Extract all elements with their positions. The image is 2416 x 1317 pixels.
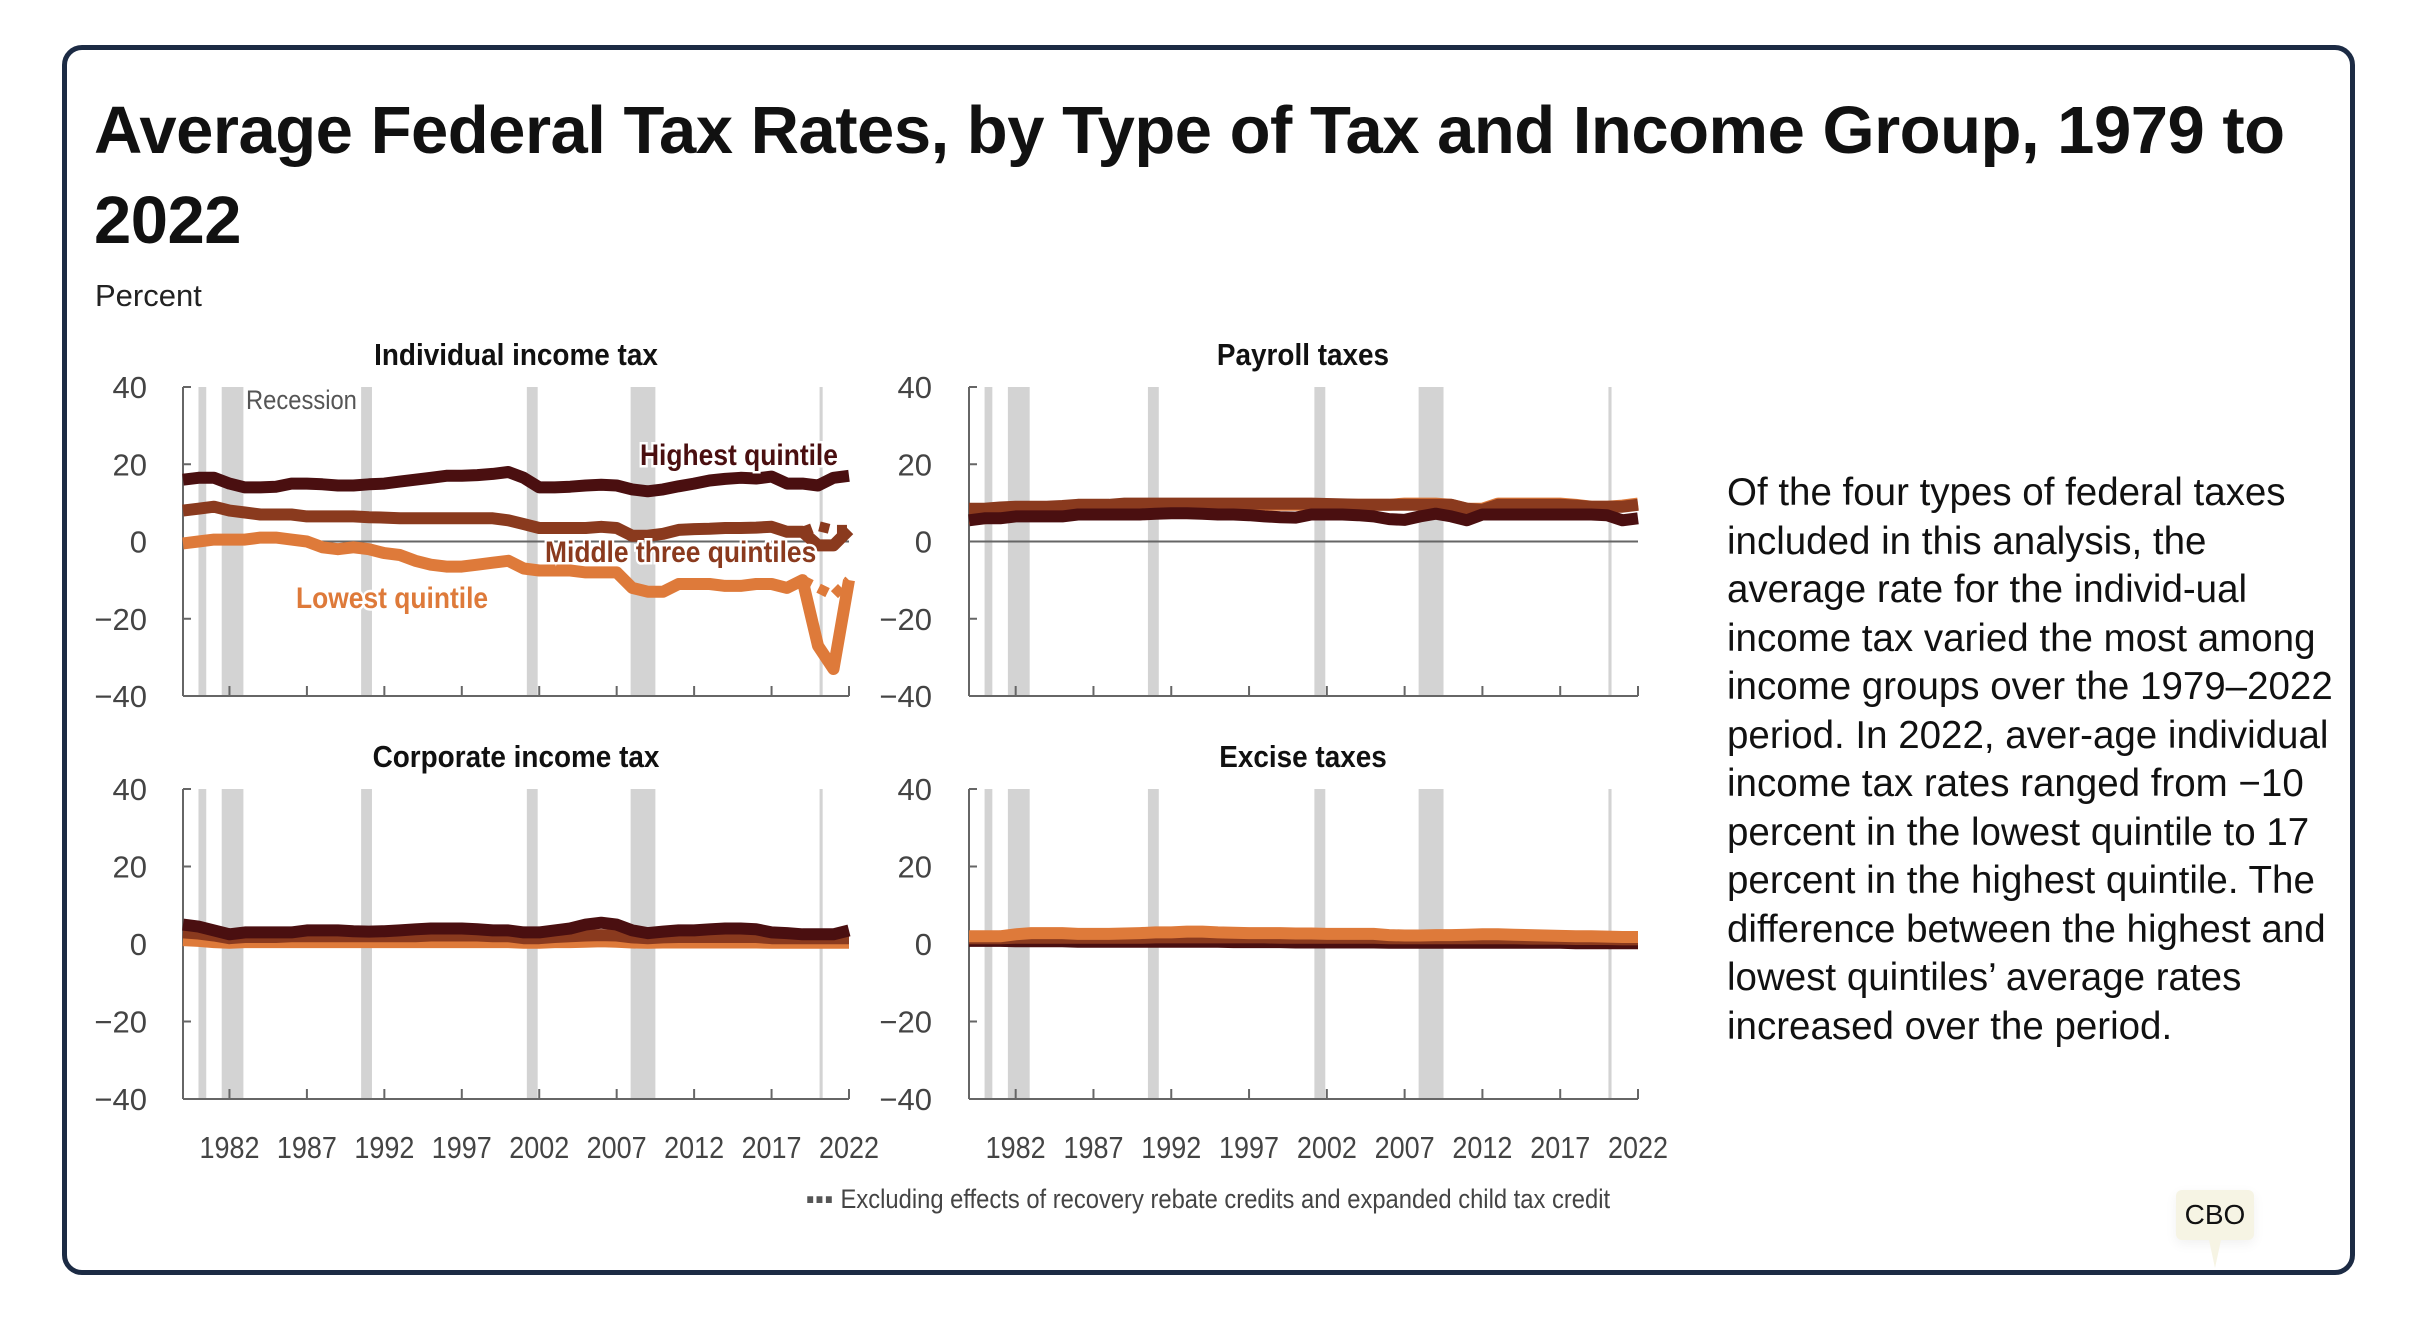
x-tick-label: 1987	[1063, 1131, 1123, 1165]
y-tick-label: 0	[130, 525, 147, 560]
y-tick-label: 40	[113, 370, 147, 405]
y-tick-label: −20	[879, 1005, 932, 1040]
x-tick-label: 1997	[1219, 1131, 1279, 1165]
excluding-line-middle	[800, 520, 849, 537]
y-tick-label: 0	[130, 927, 147, 962]
x-tick-label: 2022	[1608, 1131, 1668, 1165]
x-tick-label: 2012	[1452, 1131, 1512, 1165]
x-tick-label: 2012	[664, 1131, 724, 1165]
chart-card	[62, 45, 2355, 1275]
panel-title-payroll: Payroll taxes	[1216, 337, 1390, 372]
summary-text: Of the four types of federal taxes inclu…	[1727, 471, 2333, 1048]
page-title: Average Federal Tax Rates, by Type of Ta…	[94, 93, 2285, 258]
x-tick-label: 1982	[986, 1131, 1046, 1165]
x-tick-label: 2007	[587, 1131, 647, 1165]
y-tick-label: 20	[113, 850, 147, 885]
panel-2: 40 20 0 −20 −40 1982 1987 1992 1997 2002 2007 2012 2…	[94, 772, 879, 1165]
dotted-line-legend-icon: ▪▪▪	[806, 1184, 834, 1214]
footnote: ▪▪▪ Excluding effects of recovery rebate…	[806, 1184, 1610, 1215]
y-tick-label: −20	[94, 602, 147, 637]
panel-title-corporate: Corporate income tax	[372, 739, 660, 774]
panel-0: 40 20 0 −20 −40 Recession Highest quintile Midd…	[94, 370, 855, 714]
series-line-middle	[182, 500, 854, 552]
y-tick-label: −40	[94, 1082, 147, 1117]
y-tick-label: 40	[113, 772, 147, 807]
unit-label: Percent	[95, 278, 202, 313]
x-tick-label: 2017	[742, 1131, 802, 1165]
series-label-highest: Highest quintile	[640, 437, 838, 471]
series-line-lowest	[182, 531, 855, 675]
x-tick-label: 2017	[1530, 1131, 1590, 1165]
series-line-highest	[968, 507, 1639, 527]
x-tick-label: 1982	[199, 1131, 259, 1165]
x-tick-label: 1992	[1141, 1131, 1201, 1165]
panel-title-individual: Individual income tax	[374, 337, 658, 372]
y-tick-label: −40	[94, 679, 147, 714]
series-label-middle: Middle three quintiles	[545, 534, 816, 568]
y-tick-label: 40	[898, 370, 932, 405]
y-tick-label: −40	[879, 679, 932, 714]
y-tick-label: 20	[113, 447, 147, 482]
series-line-highest	[182, 916, 851, 941]
x-tick-label: 2002	[509, 1131, 569, 1165]
y-tick-label: −40	[879, 1082, 932, 1117]
x-tick-label: 1997	[432, 1131, 492, 1165]
x-tick-label: 2022	[819, 1131, 879, 1165]
y-tick-label: −20	[94, 1005, 147, 1040]
panel-title-excise: Excise taxes	[1219, 739, 1387, 774]
x-tick-label: 1987	[277, 1131, 337, 1165]
series-line-highest	[182, 466, 850, 498]
series-line-lowest	[969, 925, 1638, 943]
y-tick-label: 20	[898, 447, 932, 482]
excluding-line-lowest	[800, 575, 853, 602]
x-tick-label: 2002	[1297, 1131, 1357, 1165]
x-tick-label: 1992	[354, 1131, 414, 1165]
y-tick-label: −20	[879, 602, 932, 637]
y-tick-label: 0	[915, 525, 932, 560]
y-tick-label: 20	[898, 850, 932, 885]
y-tick-label: 40	[898, 772, 932, 807]
series-label-lowest: Lowest quintile	[296, 580, 488, 614]
y-tick-label: 0	[915, 927, 932, 962]
panel-1: 40 20 0 −20 −40	[879, 370, 1639, 714]
panel-3: 40 20 0 −20 −40 1982 1987 1992 1997 2002 2007 2012 2…	[879, 772, 1668, 1165]
series-line-middle	[969, 497, 1639, 516]
cbo-badge[interactable]: CBO	[2176, 1190, 2254, 1268]
footnote-text: Excluding effects of recovery rebate cre…	[840, 1184, 1611, 1214]
x-tick-label: 2007	[1375, 1131, 1435, 1165]
recession-label: Recession	[246, 386, 357, 416]
